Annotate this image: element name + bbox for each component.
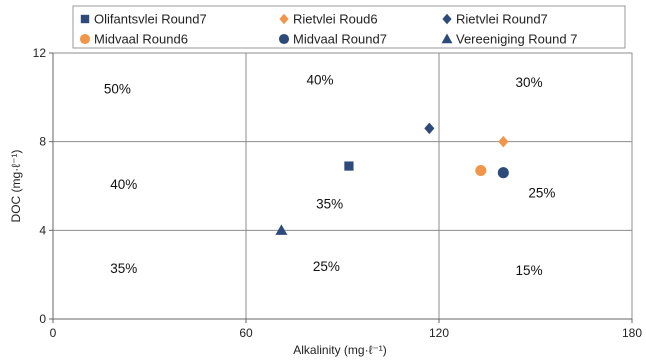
legend-label: Vereeniging Round 7 (456, 32, 577, 47)
legend-marker (279, 13, 289, 25)
data-point (498, 135, 509, 148)
x-tick-label: 120 (429, 326, 449, 340)
legend-label: Midvaal Round7 (293, 32, 387, 47)
zone-label: 40% (306, 73, 333, 88)
x-axis-ticks: 0 60 120 180 (50, 319, 642, 340)
zone-label: 25% (528, 186, 555, 201)
legend-marker (80, 14, 90, 24)
zone-label: 35% (110, 261, 137, 276)
zone-label: 35% (316, 197, 343, 212)
legend-marker (441, 33, 453, 44)
zone-label: 50% (104, 81, 131, 96)
y-axis-ticks: 0 4 8 12 (33, 46, 53, 326)
plot-border (52, 52, 633, 320)
legend-marker (442, 13, 452, 25)
y-tick-label: 8 (39, 135, 46, 149)
y-axis-title: DOC (mg·ℓ⁻¹) (9, 150, 23, 223)
data-point (475, 164, 487, 177)
data-point (497, 167, 509, 179)
x-tick-label: 60 (239, 326, 253, 340)
data-points (275, 122, 509, 235)
gridlines (52, 52, 633, 320)
legend-marker (79, 33, 91, 45)
data-point (344, 161, 354, 171)
data-point (275, 224, 288, 235)
legend-marker (278, 33, 290, 45)
x-axis-title: Alkalinity (mg·ℓ⁻¹) (293, 343, 387, 357)
y-tick-label: 0 (39, 312, 46, 326)
legend-label: Midvaal Round6 (94, 32, 188, 47)
zone-label: 25% (313, 259, 340, 274)
legend-label: Olifantsvlei Round7 (94, 12, 207, 27)
zone-annotations: 50% 40% 30% 40% 35% 25% 35% 25% 15% (104, 73, 556, 279)
x-tick-label: 180 (622, 326, 642, 340)
zone-label: 30% (516, 75, 543, 90)
legend-label: Rietvlei Roud6 (293, 12, 378, 27)
x-tick-label: 0 (50, 326, 57, 340)
zone-label: 15% (516, 263, 543, 278)
legend: Olifantsvlei Round7 Rietvlei Roud6 Rietvle… (72, 5, 626, 49)
y-tick-label: 12 (33, 46, 47, 60)
legend-label: Rietvlei Round7 (456, 12, 548, 27)
y-tick-label: 4 (39, 223, 46, 237)
data-point (424, 122, 435, 135)
zone-label: 40% (110, 177, 137, 192)
plot-area (52, 52, 633, 320)
legend-box (72, 5, 626, 49)
